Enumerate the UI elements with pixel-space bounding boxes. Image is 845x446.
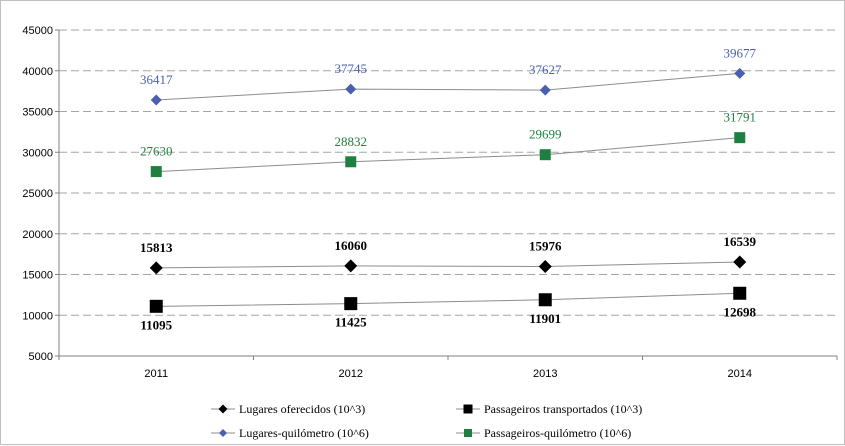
y-tick-label: 20000 bbox=[22, 229, 53, 241]
series-line-lugares-oferecidos-10-3 bbox=[156, 261, 740, 269]
data-point bbox=[734, 132, 746, 144]
data-label: 37627 bbox=[529, 62, 562, 77]
y-tick-label: 25000 bbox=[22, 188, 53, 200]
data-label: 11095 bbox=[140, 317, 172, 332]
y-tick-label: 40000 bbox=[22, 66, 53, 78]
data-label: 31791 bbox=[724, 110, 757, 125]
legend-marker bbox=[219, 429, 227, 437]
y-tick-label: 35000 bbox=[22, 107, 53, 119]
data-label: 15813 bbox=[140, 240, 173, 255]
x-tick-label: 2013 bbox=[533, 368, 557, 380]
data-label: 29699 bbox=[529, 127, 562, 142]
data-point bbox=[734, 67, 746, 79]
y-tick-label: 10000 bbox=[22, 310, 53, 322]
data-point bbox=[150, 94, 162, 106]
legend-label: Passageiros-quilómetro (10^6) bbox=[484, 426, 631, 440]
series-line-lugares-quil-metro-10-6 bbox=[156, 72, 740, 101]
data-label: 27630 bbox=[140, 144, 173, 159]
data-label: 39677 bbox=[724, 45, 757, 60]
series-lines bbox=[156, 72, 740, 307]
legend-label: Passageiros transportados (10^3) bbox=[484, 402, 642, 416]
legend-label: Lugares-quilómetro (10^6) bbox=[239, 426, 369, 440]
legend-item-passageiros-quil-metro-10-6: Passageiros-quilómetro (10^6) bbox=[456, 426, 631, 440]
y-tick-label: 45000 bbox=[22, 25, 53, 37]
y-tick-label: 15000 bbox=[22, 270, 53, 282]
data-point bbox=[539, 84, 551, 96]
gridlines bbox=[59, 29, 837, 316]
x-tick-label: 2014 bbox=[728, 368, 752, 380]
series-markers bbox=[149, 67, 747, 313]
legend-marker bbox=[463, 404, 473, 414]
legend-marker bbox=[464, 429, 472, 437]
data-label: 16060 bbox=[335, 238, 368, 253]
x-tick-label: 2011 bbox=[144, 368, 168, 380]
data-point bbox=[539, 149, 551, 161]
data-label: 11901 bbox=[529, 311, 561, 326]
data-point bbox=[149, 299, 163, 313]
legend-item-passageiros-transportados-10-3: Passageiros transportados (10^3) bbox=[456, 402, 642, 416]
data-point bbox=[538, 293, 552, 307]
data-label: 11425 bbox=[335, 315, 367, 330]
data-point bbox=[733, 286, 747, 300]
legend-item-lugares-oferecidos-10-3: Lugares oferecidos (10^3) bbox=[211, 402, 365, 416]
data-point bbox=[538, 260, 552, 274]
data-label: 36417 bbox=[140, 72, 173, 87]
y-tick-label: 5000 bbox=[29, 351, 53, 363]
legend-marker bbox=[218, 404, 228, 414]
data-point bbox=[345, 156, 357, 168]
data-point bbox=[733, 255, 747, 269]
legend-item-lugares-quil-metro-10-6: Lugares-quilómetro (10^6) bbox=[211, 426, 369, 440]
data-labels: 15813 16060 15976 16539 11095 11425 11901 12698… bbox=[140, 45, 757, 332]
data-label: 28832 bbox=[335, 134, 368, 149]
legend: Lugares oferecidos (10^3) Passageiros tra… bbox=[211, 402, 642, 440]
y-tick-label: 30000 bbox=[22, 147, 53, 159]
data-label: 15976 bbox=[529, 239, 562, 254]
series-line-passageiros-quil-metro-10-6 bbox=[156, 137, 740, 173]
legend-label: Lugares oferecidos (10^3) bbox=[239, 402, 365, 416]
x-tick-label: 2012 bbox=[339, 368, 363, 380]
data-point bbox=[149, 261, 163, 275]
axes: 5000 10000 15000 20000 25000 30000 35000 40000 4… bbox=[22, 25, 838, 380]
data-point bbox=[344, 259, 358, 273]
series-line-passageiros-transportados-10-3 bbox=[156, 292, 740, 307]
data-point bbox=[345, 83, 357, 95]
data-label: 12698 bbox=[724, 304, 757, 319]
data-label: 16539 bbox=[724, 234, 757, 249]
data-label: 37745 bbox=[335, 61, 368, 76]
data-point bbox=[344, 297, 358, 311]
data-point bbox=[150, 166, 162, 178]
